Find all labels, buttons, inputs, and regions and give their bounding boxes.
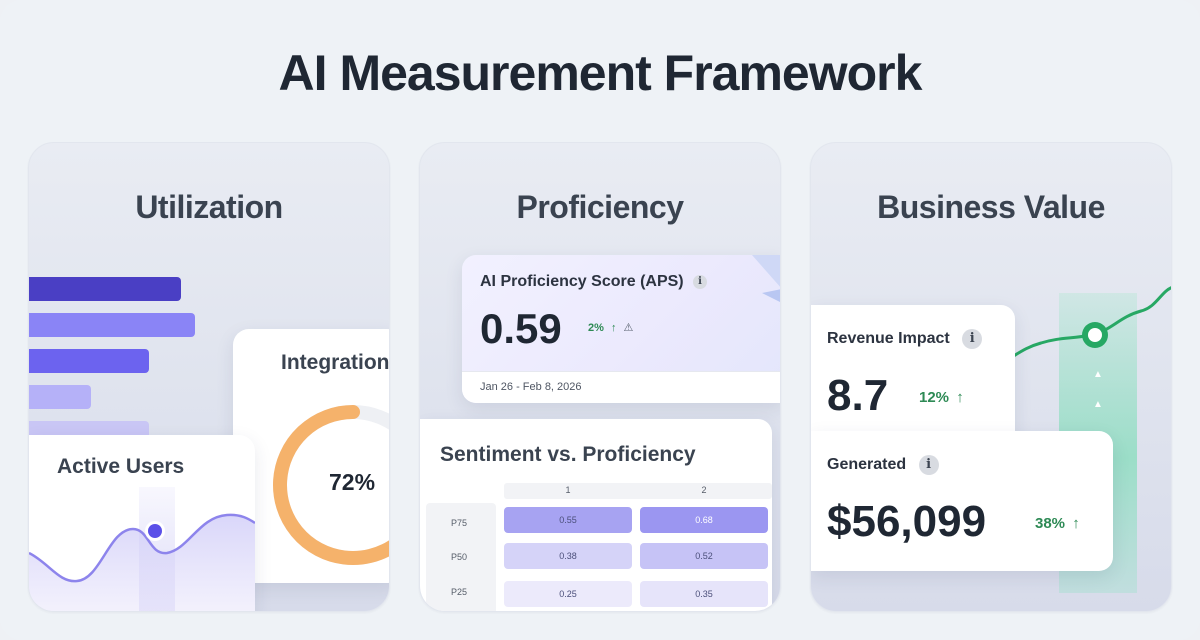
aps-date: Jan 26 - Feb 8, 2026: [480, 381, 582, 393]
proficiency-title: Proficiency: [516, 189, 684, 225]
sentiment-card: Sentiment vs. Proficiency 1 2 P75 P50 P2…: [420, 419, 772, 611]
aps-footer: Jan 26 - Feb 8, 2026: [462, 371, 780, 403]
aps-header: AI Proficiency Score (APS) i: [480, 273, 708, 291]
usage-bar-2: [29, 313, 195, 337]
aps-label: AI Proficiency Score (APS): [480, 273, 684, 290]
generated-value: $56,099: [827, 497, 987, 546]
caret-up-icon-2: ▲: [1093, 399, 1103, 410]
heatmap-cell-p75-1: 0.55: [504, 507, 632, 533]
integration-value: 72%: [329, 469, 376, 495]
aps-value: 0.59: [480, 305, 562, 352]
aps-change-row: 2% ↑ ⚠: [588, 321, 633, 334]
generated-info-icon[interactable]: i: [918, 455, 939, 475]
proficiency-panel: Proficiency AI Proficiency Score (APS) i…: [419, 142, 781, 612]
active-users-card: Active Users: [29, 435, 255, 611]
arrow-up-icon: ↑: [1072, 515, 1080, 532]
aps-corner-decoration: [752, 255, 780, 302]
active-users-chart: [29, 513, 255, 611]
heatmap-row-p25: P25: [450, 587, 467, 597]
value-trend-point: [1088, 328, 1102, 342]
usage-bar-1: [29, 277, 181, 301]
heatmap-cell-p50-2: 0.52: [640, 543, 768, 569]
revenue-change-row: 12% ↑: [919, 389, 964, 406]
generated-change-row: 38% ↑: [1035, 515, 1080, 532]
business-value-panel: Business Value ▲ ▲ Revenue Impact i 8.7 …: [810, 142, 1172, 612]
utilization-title: Utilization: [135, 189, 283, 225]
sentiment-title: Sentiment vs. Proficiency: [440, 443, 696, 466]
aps-change: 2%: [588, 322, 604, 334]
usage-bar-4: [29, 385, 91, 409]
page-title: AI Measurement Framework: [278, 45, 923, 101]
active-users-label: Active Users: [57, 455, 185, 478]
arrow-up-icon: ↑: [610, 322, 617, 334]
revenue-value: 8.7: [827, 371, 889, 420]
heatmap-row-p75: P75: [450, 518, 467, 528]
heatmap-cell-p50-1: 0.38: [504, 543, 632, 569]
heatmap-cell-p25-1: 0.25: [504, 581, 632, 607]
revenue-header: Revenue Impact i: [827, 329, 983, 349]
arrow-up-icon: ↑: [956, 389, 964, 406]
revenue-label: Revenue Impact: [827, 330, 950, 348]
heatmap-col-2: 2: [701, 485, 707, 495]
value-trend-chart: [991, 286, 1171, 369]
active-users-area: [29, 514, 255, 611]
integration-card: Integration 72%: [233, 329, 390, 583]
aps-info-icon[interactable]: i: [693, 274, 708, 289]
heatmap-header: [504, 483, 772, 499]
heatmap-cell-p25-2: 0.35: [640, 581, 768, 607]
usage-bar-3: [29, 349, 149, 373]
revenue-info-icon[interactable]: i: [962, 329, 983, 349]
heatmap-row-p50: P50: [450, 552, 467, 562]
integration-gauge: [273, 405, 389, 565]
generated-change: 38%: [1035, 515, 1066, 532]
aps-card: AI Proficiency Score (APS) i 0.59 2% ↑ ⚠…: [462, 255, 780, 403]
active-users-point: [148, 524, 162, 538]
generated-header: Generated i: [827, 455, 939, 475]
business-value-title: Business Value: [877, 189, 1105, 225]
heatmap-cell-p75-2: 0.68: [640, 507, 768, 533]
generated-card: Generated i $56,099 38% ↑: [811, 431, 1113, 571]
gauge-fill: [273, 405, 389, 565]
revenue-impact-card: Revenue Impact i 8.7 12% ↑: [811, 305, 1015, 445]
value-trend-line: [991, 286, 1171, 369]
revenue-change: 12%: [919, 389, 950, 406]
utilization-panel: Utilization Integration 72% Active Users: [28, 142, 390, 612]
integration-label: Integration: [281, 351, 390, 374]
generated-label: Generated: [827, 456, 907, 474]
heatmap-row-label-bg: [426, 503, 496, 611]
caret-up-icon-1: ▲: [1093, 369, 1103, 380]
active-users-line: [29, 513, 255, 583]
heatmap-col-1: 1: [565, 485, 571, 495]
warning-icon[interactable]: ⚠: [623, 322, 634, 334]
